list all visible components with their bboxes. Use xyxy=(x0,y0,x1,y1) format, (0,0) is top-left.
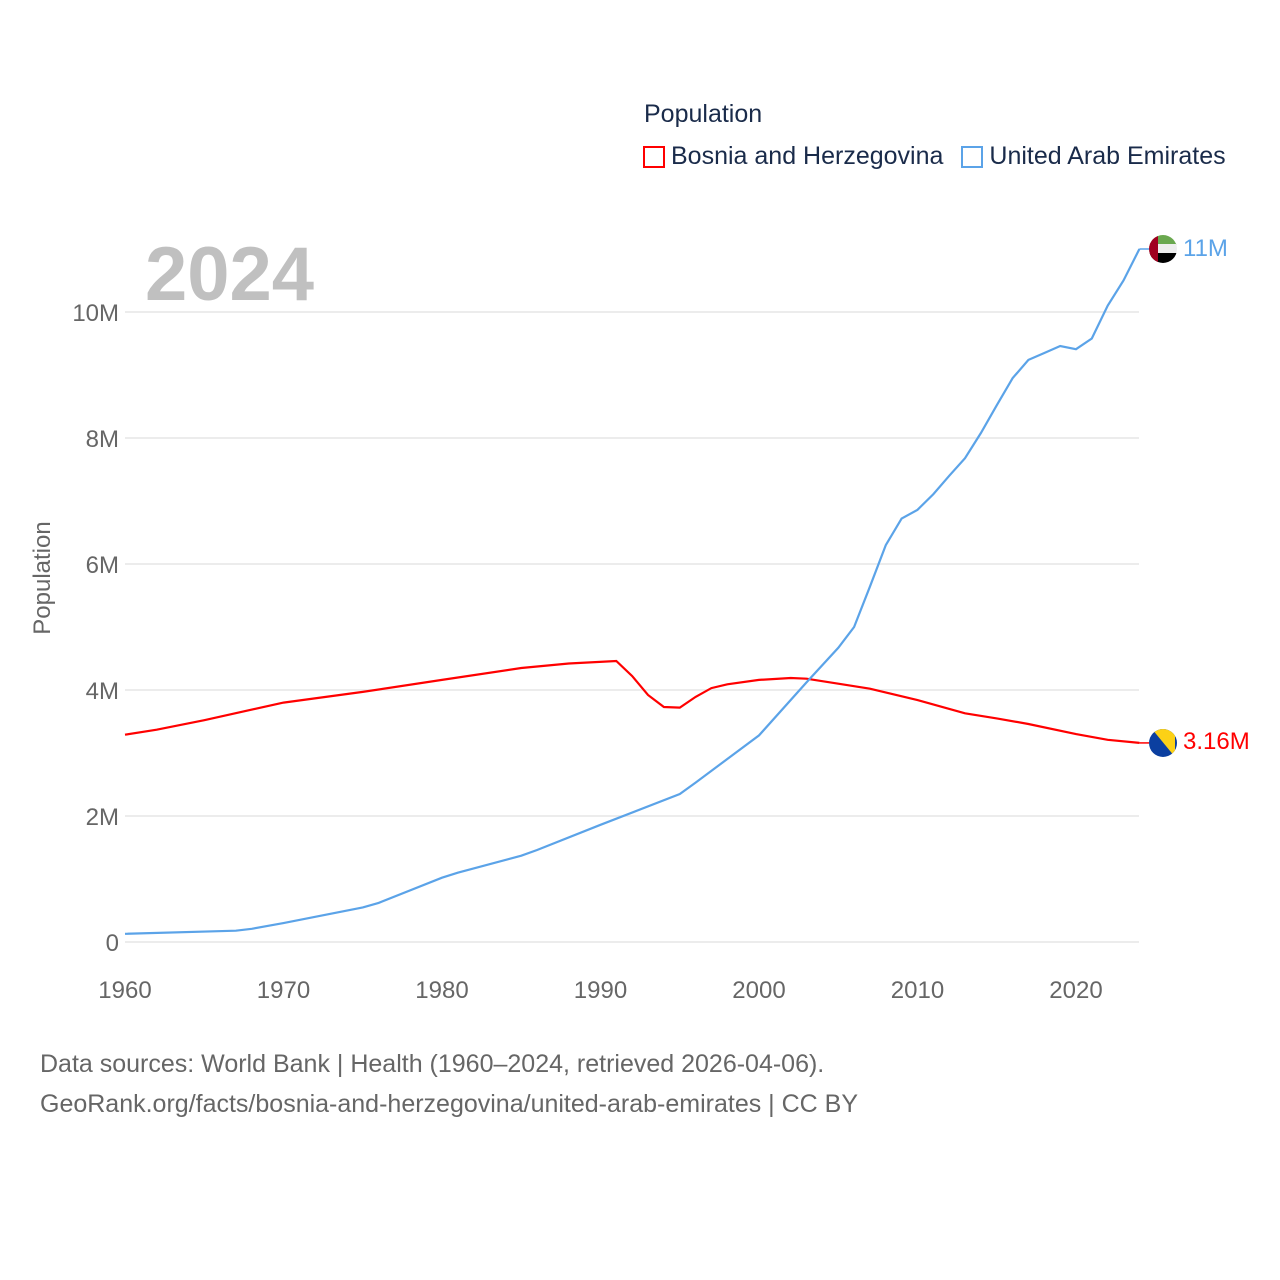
legend: Bosnia and Herzegovina United Arab Emira… xyxy=(643,142,1226,171)
y-tick-label: 0 xyxy=(106,930,119,957)
x-tick-label: 1980 xyxy=(415,977,468,1004)
x-tick-label: 1970 xyxy=(257,977,310,1004)
legend-swatch-bosnia xyxy=(643,145,665,168)
legend-title: Population xyxy=(644,100,763,128)
legend-item-uae[interactable]: United Arab Emirates xyxy=(961,142,1226,171)
y-tick-label: 8M xyxy=(86,426,119,453)
series-line-uae[interactable] xyxy=(124,248,1141,935)
legend-label-uae: United Arab Emirates xyxy=(989,142,1226,170)
x-tick-label: 1960 xyxy=(98,977,151,1004)
bosnia-flag-icon xyxy=(1149,729,1177,757)
bosnia-end-label: 3.16M xyxy=(1183,728,1250,755)
source-line-2[interactable]: GeoRank.org/facts/bosnia-and-herzegovina… xyxy=(40,1090,859,1118)
year-label: 2024 xyxy=(145,232,314,317)
y-tick-label: 2M xyxy=(86,804,119,831)
x-tick-label: 2010 xyxy=(891,977,944,1004)
y-tick-label: 10M xyxy=(72,300,119,327)
y-tick-label: 6M xyxy=(86,552,119,579)
x-tick-label: 2000 xyxy=(732,977,785,1004)
source-note: Data sources: World Bank | Health (1960–… xyxy=(40,1044,858,1124)
legend-item-bosnia[interactable]: Bosnia and Herzegovina xyxy=(643,142,943,171)
y-tick-label: 4M xyxy=(86,678,119,705)
legend-label-bosnia: Bosnia and Herzegovina xyxy=(671,142,944,170)
series-line-bosnia[interactable] xyxy=(124,659,1140,744)
legend-swatch-uae xyxy=(961,145,984,168)
uae-flag-icon xyxy=(1149,235,1177,263)
x-tick-label: 1990 xyxy=(574,977,627,1004)
uae-end-label: 11M xyxy=(1183,235,1228,262)
y-axis-label: Population xyxy=(29,521,56,634)
x-tick-label: 2020 xyxy=(1049,977,1102,1004)
source-line-1: Data sources: World Bank | Health (1960–… xyxy=(40,1050,825,1078)
